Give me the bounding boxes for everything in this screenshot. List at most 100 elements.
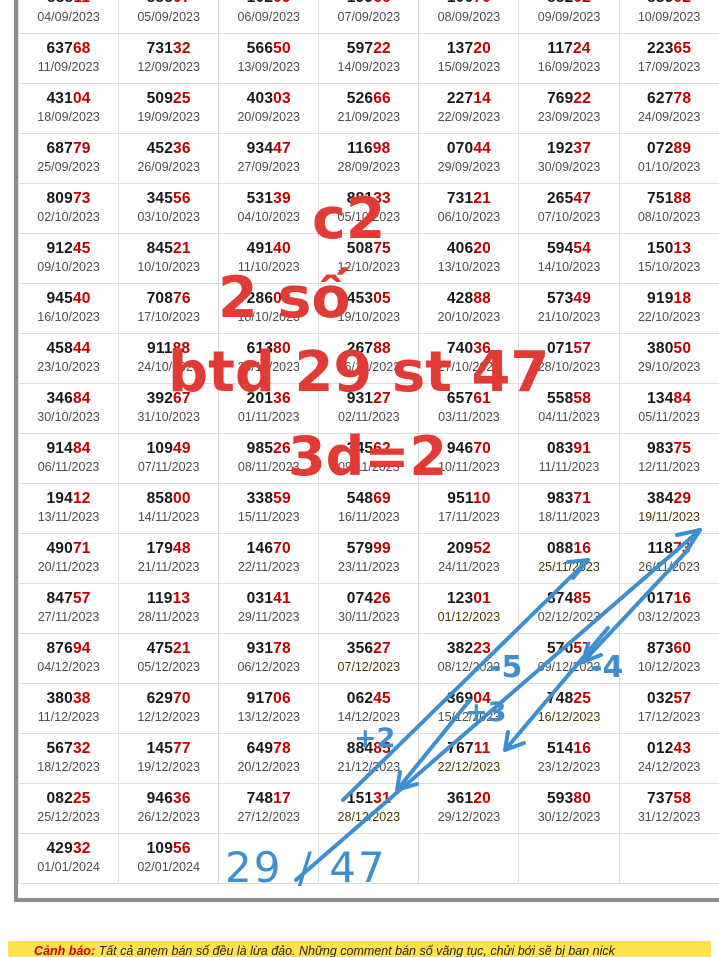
result-cell[interactable]: 56732 18/12/2023 [17, 732, 120, 784]
result-cell[interactable]: 57349 21/10/2023 [518, 282, 620, 334]
result-cell[interactable]: 36120 29/12/2023 [418, 782, 520, 834]
result-cell[interactable]: 62970 12/12/2023 [118, 682, 220, 734]
result-cell[interactable]: 33859 15/11/2023 [218, 482, 320, 534]
result-cell[interactable]: 10209 06/09/2023 [218, 0, 320, 34]
result-cell[interactable]: 88811 04/09/2023 [17, 0, 120, 34]
result-cell[interactable]: 15013 15/10/2023 [618, 232, 719, 284]
result-cell[interactable]: 22714 22/09/2023 [418, 82, 520, 134]
result-cell[interactable]: 34684 30/10/2023 [17, 382, 120, 434]
result-cell[interactable]: 87694 04/12/2023 [17, 632, 120, 684]
result-cell[interactable]: 93447 27/09/2023 [218, 132, 320, 184]
result-cell[interactable]: 36904 15/12/2023 [418, 682, 520, 734]
result-cell[interactable]: 88902 10/09/2023 [618, 0, 719, 34]
result-cell[interactable]: 59380 30/12/2023 [518, 782, 620, 834]
result-cell[interactable]: 11873 26/11/2023 [618, 532, 719, 584]
result-cell[interactable]: 50875 12/10/2023 [318, 232, 420, 284]
result-cell[interactable]: 88133 05/10/2023 [318, 182, 420, 234]
result-cell[interactable]: 94540 16/10/2023 [17, 282, 120, 334]
result-cell[interactable]: 68779 25/09/2023 [17, 132, 120, 184]
result-cell[interactable]: 94670 10/11/2023 [418, 432, 520, 484]
result-cell[interactable]: 91245 09/10/2023 [17, 232, 120, 284]
result-cell[interactable]: 88202 09/09/2023 [518, 0, 620, 34]
result-cell[interactable]: 03141 29/11/2023 [218, 582, 320, 634]
result-cell[interactable]: 13484 05/11/2023 [618, 382, 719, 434]
result-cell[interactable]: 61380 25/10/2023 [218, 332, 320, 384]
result-cell[interactable]: 84521 10/10/2023 [118, 232, 220, 284]
result-cell[interactable]: 10949 07/11/2023 [118, 432, 220, 484]
result-cell[interactable]: 54869 16/11/2023 [318, 482, 420, 534]
result-cell[interactable]: 07044 29/09/2023 [418, 132, 520, 184]
result-cell[interactable]: 20952 24/11/2023 [418, 532, 520, 584]
result-cell[interactable]: 45844 23/10/2023 [17, 332, 120, 384]
result-cell[interactable]: 40303 20/09/2023 [218, 82, 320, 134]
result-cell[interactable]: 87485 02/12/2023 [518, 582, 620, 634]
result-cell[interactable]: 91484 06/11/2023 [17, 432, 120, 484]
result-cell[interactable]: 84757 27/11/2023 [17, 582, 120, 634]
result-cell[interactable]: 40620 13/10/2023 [418, 232, 520, 284]
result-cell[interactable]: 80973 02/10/2023 [17, 182, 120, 234]
result-cell[interactable]: 01716 03/12/2023 [618, 582, 719, 634]
result-cell[interactable]: 13720 15/09/2023 [418, 32, 520, 84]
results-table-container[interactable]: 88811 04/09/2023 88807 05/09/2023 10209 06/09… [14, 0, 719, 902]
result-cell[interactable]: 11698 28/09/2023 [318, 132, 420, 184]
result-cell[interactable]: 10070 08/09/2023 [418, 0, 520, 34]
result-cell[interactable]: 94636 26/12/2023 [118, 782, 220, 834]
result-cell[interactable]: 59454 14/10/2023 [518, 232, 620, 284]
result-cell[interactable]: 17948 21/11/2023 [118, 532, 220, 584]
result-cell[interactable]: 19966 07/09/2023 [318, 0, 420, 34]
result-cell[interactable]: 74817 27/12/2023 [218, 782, 320, 834]
result-cell[interactable]: 45305 19/10/2023 [318, 282, 420, 334]
result-cell[interactable]: 87360 10/12/2023 [618, 632, 719, 684]
result-cell[interactable]: 53139 04/10/2023 [218, 182, 320, 234]
result-cell[interactable]: 57999 23/11/2023 [318, 532, 420, 584]
result-cell[interactable]: 07426 30/11/2023 [318, 582, 420, 634]
result-cell[interactable]: 73758 31/12/2023 [618, 782, 719, 834]
result-cell[interactable]: 74825 16/12/2023 [518, 682, 620, 734]
result-cell[interactable]: 59722 14/09/2023 [318, 32, 420, 84]
result-cell[interactable]: 49071 20/11/2023 [17, 532, 120, 584]
result-cell[interactable]: 91918 22/10/2023 [618, 282, 719, 334]
result-cell[interactable]: 10956 02/01/2024 [118, 832, 220, 884]
result-cell[interactable]: 35627 07/12/2023 [318, 632, 420, 684]
result-cell[interactable]: 07157 28/10/2023 [518, 332, 620, 384]
result-cell[interactable]: 14670 22/11/2023 [218, 532, 320, 584]
result-cell[interactable]: 73132 12/09/2023 [118, 32, 220, 84]
result-cell[interactable]: 14577 19/12/2023 [118, 732, 220, 784]
result-cell[interactable]: 06245 14/12/2023 [318, 682, 420, 734]
result-cell[interactable]: 34556 03/10/2023 [118, 182, 220, 234]
result-cell[interactable]: 08391 11/11/2023 [518, 432, 620, 484]
result-cell[interactable]: 88485 21/12/2023 [318, 732, 420, 784]
result-cell[interactable]: 39267 31/10/2023 [118, 382, 220, 434]
result-cell[interactable]: 07289 01/10/2023 [618, 132, 719, 184]
result-cell[interactable]: 19412 13/11/2023 [17, 482, 120, 534]
result-cell[interactable]: 19237 30/09/2023 [518, 132, 620, 184]
result-cell[interactable]: 98375 12/11/2023 [618, 432, 719, 484]
result-cell[interactable]: 93178 06/12/2023 [218, 632, 320, 684]
result-cell[interactable]: 74036 27/10/2023 [418, 332, 520, 384]
result-cell[interactable]: 11913 28/11/2023 [118, 582, 220, 634]
result-cell[interactable]: 63768 11/09/2023 [17, 32, 120, 84]
result-cell[interactable]: 42932 01/01/2024 [17, 832, 120, 884]
result-cell[interactable]: 76922 23/09/2023 [518, 82, 620, 134]
result-cell-empty[interactable] [318, 832, 420, 884]
result-cell[interactable]: 55858 04/11/2023 [518, 382, 620, 434]
result-cell[interactable]: 73121 06/10/2023 [418, 182, 520, 234]
result-cell[interactable]: 22365 17/09/2023 [618, 32, 719, 84]
result-cell[interactable]: 98526 08/11/2023 [218, 432, 320, 484]
result-cell-empty[interactable] [518, 832, 620, 884]
result-cell[interactable]: 47521 05/12/2023 [118, 632, 220, 684]
result-cell[interactable]: 65761 03/11/2023 [418, 382, 520, 434]
result-cell-empty[interactable] [218, 832, 320, 884]
result-cell[interactable]: 38429 19/11/2023 [618, 482, 719, 534]
result-cell[interactable]: 01243 24/12/2023 [618, 732, 719, 784]
result-cell[interactable]: 93127 02/11/2023 [318, 382, 420, 434]
result-cell[interactable]: 38038 11/12/2023 [17, 682, 120, 734]
result-cell[interactable]: 51416 23/12/2023 [518, 732, 620, 784]
result-cell[interactable]: 91188 24/10/2023 [118, 332, 220, 384]
result-cell[interactable]: 34562 09/11/2023 [318, 432, 420, 484]
result-cell[interactable]: 88807 05/09/2023 [118, 0, 220, 34]
result-cell[interactable]: 12301 01/12/2023 [418, 582, 520, 634]
result-cell[interactable]: 75188 08/10/2023 [618, 182, 719, 234]
result-cell[interactable]: 85800 14/11/2023 [118, 482, 220, 534]
result-cell[interactable]: 38223 08/12/2023 [418, 632, 520, 684]
